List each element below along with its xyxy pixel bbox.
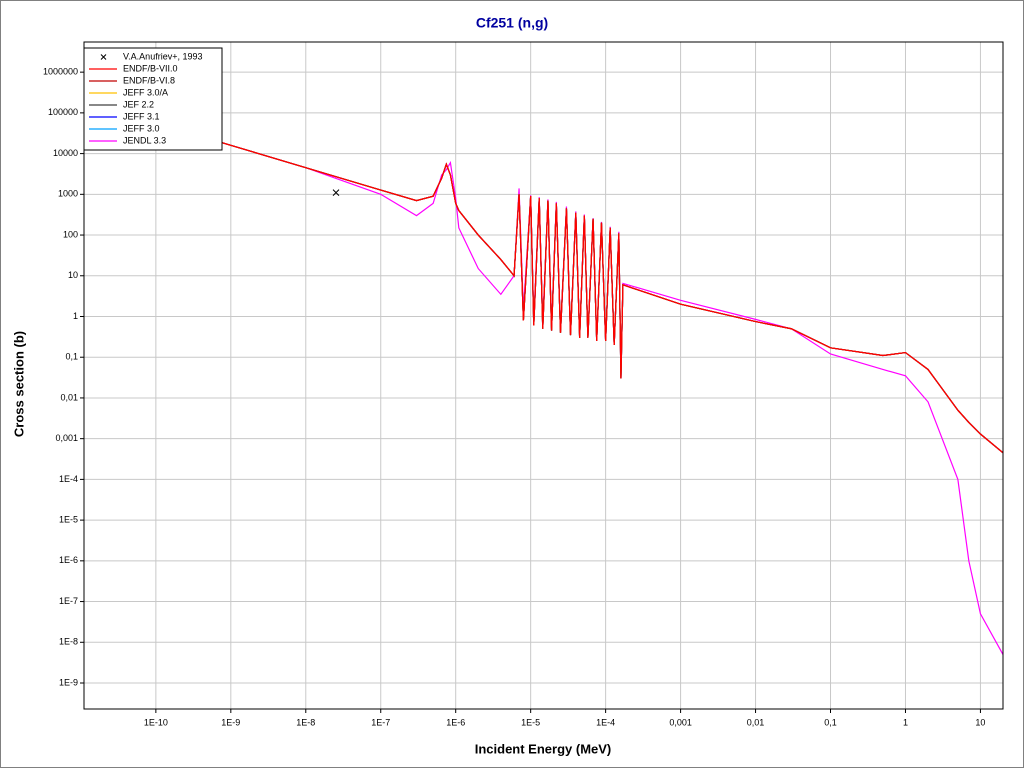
data-line	[84, 100, 1003, 454]
chart-title: Cf251 (n,g)	[476, 15, 548, 31]
x-tick-label: 1E-7	[371, 717, 390, 727]
x-tick-label: 0,001	[669, 717, 692, 727]
y-tick-label: 1E-4	[59, 474, 78, 484]
legend-label: V.A.Anufriev+, 1993	[123, 51, 202, 61]
y-tick-label: 1000	[58, 189, 78, 199]
data-point	[332, 189, 340, 196]
grid: 1E-10 1E-9 1E-8 1E-7 1E-6 1E-5 1E-4 0,001 0,01 0,…	[43, 42, 1003, 727]
x-tick-label: 10	[975, 717, 985, 727]
x-axis-label: Incident Energy (MeV)	[475, 741, 612, 756]
legend-label: ENDF/B-VI.8	[123, 75, 175, 85]
x-tick-label: 1E-8	[296, 717, 315, 727]
legend-label: JEF 2.2	[123, 99, 154, 109]
legend-label: JEFF 3.0/A	[123, 87, 168, 97]
y-tick-label: 1E-9	[59, 677, 78, 687]
y-tick-label: 0,001	[55, 433, 78, 443]
y-tick-label: 100000	[48, 107, 78, 117]
y-tick-label: 1E-8	[59, 637, 78, 647]
x-tick-label: 1E-4	[596, 717, 615, 727]
legend-box	[83, 47, 223, 151]
y-tick-label: 10	[68, 270, 78, 280]
x-tick-label: 0,1	[824, 717, 837, 727]
y-tick-label: 10000	[53, 148, 78, 158]
plot-area	[84, 100, 1003, 655]
y-tick-label: 100	[63, 229, 78, 239]
x-tick-label: 1	[903, 717, 908, 727]
y-tick-label: 1E-7	[59, 596, 78, 606]
y-tick-label: 1000000	[43, 67, 78, 77]
legend-label: JENDL 3.3	[123, 135, 166, 145]
y-tick-label: 0,01	[60, 392, 78, 402]
legend-marker	[100, 54, 107, 60]
legend-label: JEFF 3.1	[123, 111, 160, 121]
x-tick-label: 1E-10	[144, 717, 168, 727]
y-tick-label: 0,1	[65, 352, 78, 362]
y-tick-label: 1	[73, 311, 78, 321]
legend-label: ENDF/B-VII.0	[123, 63, 178, 73]
x-tick-label: 0,01	[747, 717, 765, 727]
x-tick-label: 1E-9	[221, 717, 240, 727]
y-tick-label: 1E-6	[59, 555, 78, 565]
plot-border	[83, 41, 1004, 710]
legend-label: JEFF 3.0	[123, 123, 160, 133]
legend: V.A.Anufriev+, 1993 ENDF/B-VII.0 ENDF/B-VI…	[83, 47, 223, 151]
x-tick-label: 1E-6	[446, 717, 465, 727]
y-axis-label: Cross section (b)	[11, 331, 26, 437]
x-tick-label: 1E-5	[521, 717, 540, 727]
y-tick-label: 1E-5	[59, 514, 78, 524]
